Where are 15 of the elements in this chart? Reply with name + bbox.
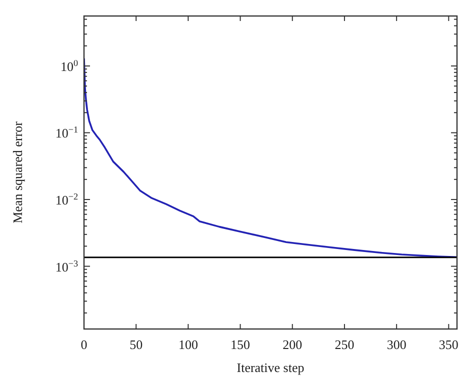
y-tick-label: 10$^{0}$: [60, 58, 78, 74]
x-tick-label: 300: [386, 337, 406, 352]
x-axis-title: Iterative step: [236, 360, 304, 375]
x-tick-label: 100: [178, 337, 198, 352]
x-tick-label: 0: [80, 337, 88, 352]
x-tick-label: 250: [334, 337, 354, 352]
y-tick-label: 10$^{−3}$: [55, 258, 78, 274]
y-tick-label: 10$^{−2}$: [55, 192, 78, 208]
x-tick-label: 50: [130, 337, 143, 352]
x-tick-label: 200: [282, 337, 302, 352]
y-axis-title: Mean squared error: [10, 120, 25, 224]
x-tick-label: 150: [230, 337, 250, 352]
line-series: [84, 57, 457, 258]
y-tick-label: 10$^{−1}$: [55, 124, 78, 141]
x-tick-label: 350: [438, 337, 458, 352]
